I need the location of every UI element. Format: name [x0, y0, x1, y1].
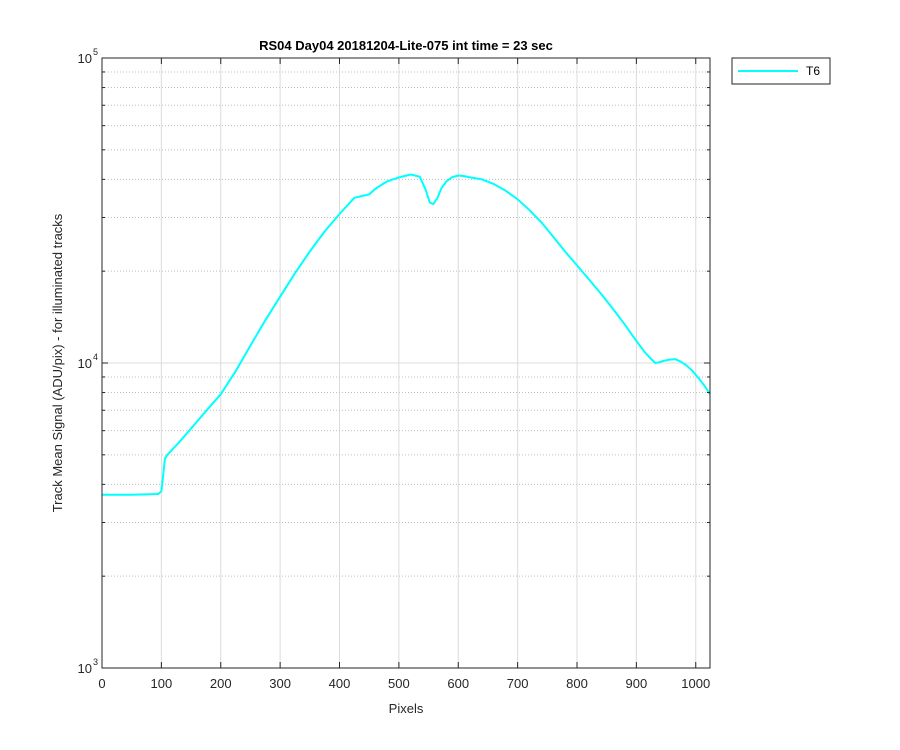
legend-label-t6: T6 [806, 64, 820, 78]
legend[interactable]: T6 [731, 57, 831, 85]
x-tick-label: 300 [269, 676, 291, 691]
y-tick-label-base: 10 [78, 356, 92, 371]
x-tick-label: 200 [210, 676, 232, 691]
y-tick-label-base: 10 [78, 51, 92, 66]
x-tick-label: 1000 [681, 676, 710, 691]
y-tick-label-exponent: 5 [93, 47, 98, 57]
y-axis-title: Track Mean Signal (ADU/pix) - for illumi… [50, 213, 65, 512]
y-tick-label-exponent: 4 [93, 352, 98, 362]
x-tick-label: 900 [626, 676, 648, 691]
x-tick-label: 600 [447, 676, 469, 691]
series-line-t6 [102, 173, 711, 496]
x-tick-label: 700 [507, 676, 529, 691]
x-axis-title: Pixels [389, 701, 424, 716]
y-tick-label-exponent: 3 [93, 657, 98, 667]
series-layer [102, 173, 711, 496]
x-tick-label: 100 [151, 676, 173, 691]
x-tick-label: 400 [329, 676, 351, 691]
grid [102, 58, 710, 668]
x-tick-label: 0 [98, 676, 105, 691]
x-tick-label: 500 [388, 676, 410, 691]
chart-title: RS04 Day04 20181204-Lite-075 int time = … [259, 38, 553, 53]
y-tick-label-base: 10 [78, 661, 92, 676]
x-tick-label: 800 [566, 676, 588, 691]
